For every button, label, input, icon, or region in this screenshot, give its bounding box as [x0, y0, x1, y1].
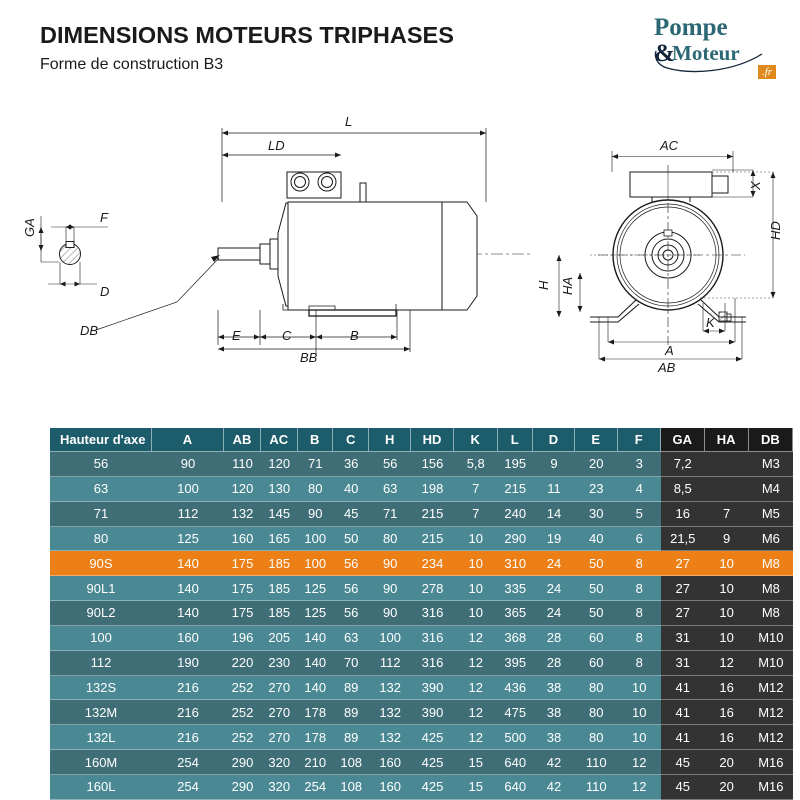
svg-text:H: H	[536, 280, 551, 290]
svg-text:X: X	[748, 180, 763, 191]
svg-text:A: A	[664, 343, 674, 358]
svg-text:AC: AC	[659, 138, 679, 153]
svg-text:HD: HD	[768, 221, 783, 240]
svg-text:K: K	[706, 315, 716, 330]
svg-text:HA: HA	[560, 277, 575, 295]
svg-text:AB: AB	[657, 360, 676, 375]
